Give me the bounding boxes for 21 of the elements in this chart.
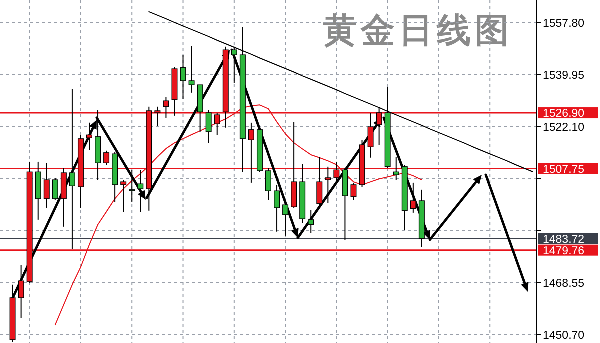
chart-title: 黄金日线图	[323, 11, 513, 51]
candlestick	[308, 210, 314, 234]
y-tick-label: 1468.55	[543, 278, 585, 290]
candlestick	[350, 182, 357, 201]
ref-line-label: 1479.76	[543, 245, 585, 258]
y-tick-label: 1450.70	[543, 330, 585, 342]
candlestick	[120, 180, 127, 213]
candlestick	[410, 182, 416, 214]
candlestick	[266, 168, 272, 201]
y-tick-label: 1522.10	[543, 122, 585, 134]
ref-line-label: 1483.72	[543, 234, 585, 246]
candlestick	[104, 150, 110, 166]
ref-line-label: 1507.75	[543, 164, 585, 176]
y-tick-label: 1539.95	[543, 70, 585, 82]
ref-line-label: 1526.90	[543, 108, 585, 120]
candlestick	[206, 110, 212, 144]
candlestick	[52, 177, 58, 201]
y-tick-label: 1557.80	[543, 18, 585, 30]
candlestick	[188, 46, 195, 94]
candlestick	[180, 54, 186, 100]
candlestick	[393, 156, 400, 181]
